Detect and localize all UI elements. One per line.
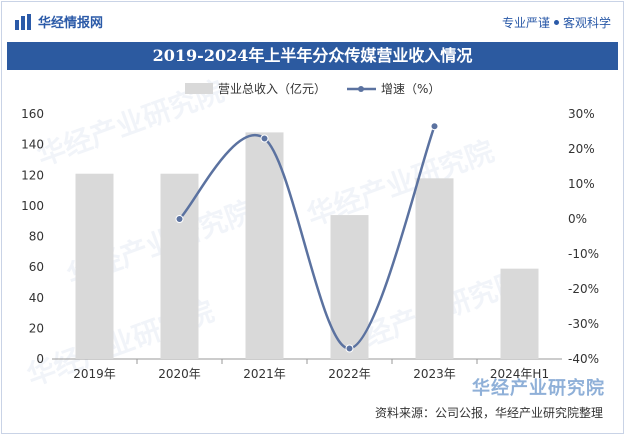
bars [75,132,539,359]
legend-line-label: 增速（%） [381,82,440,96]
source-note: 资料来源：公司公报，华经产业研究院整理 [374,406,603,420]
top-bar: 华经情报网 专业严谨 客观科学 [2,2,623,40]
slogan-dot-icon [553,20,559,25]
y-right-tick-label: -20% [568,282,599,296]
slogan-right: 客观科学 [562,16,611,30]
revenue-bar [415,178,454,359]
y-left-tick-label: 160 [21,107,44,121]
y-left-tick-label: 80 [29,230,44,244]
chart-title: 2019-2024年上半年分众传媒营业收入情况 [7,42,618,70]
growth-point [430,122,439,131]
y-left-tick-label: 120 [21,168,44,182]
x-tick-label: 2020年 [158,367,201,381]
brand: 华经情报网 [14,12,103,31]
x-tick-label: 2024年H1 [490,367,549,381]
y-left-tick-label: 100 [21,199,44,213]
growth-line [175,122,439,353]
revenue-bar [500,268,539,359]
growth-line-path [178,125,436,350]
slogan-left: 专业严谨 [501,16,550,30]
y-left-tick-label: 0 [36,352,44,366]
footer-logo: 华经产业研究院 [472,378,605,399]
slogan: 专业严谨 客观科学 [502,14,611,31]
y-right-tick-label: 0% [568,212,587,226]
revenue-bar [330,215,369,359]
y-right-tick-label: -10% [568,247,599,261]
axes: 2019年 2020年 2021年 2022年 2023年 2024年H1 0 20 40 60 8… [21,107,599,381]
revenue-bar [160,173,199,359]
y-left-tick-label: 60 [29,260,44,274]
x-tick-label: 2023年 [413,367,456,381]
y-right-tick-label: 30% [568,107,595,121]
legend-line-marker [358,86,364,92]
y-right-tick-label: 10% [568,177,595,191]
revenue-bar [75,173,114,359]
y-right-tick-label: 20% [568,142,595,156]
y-left-tick-label: 40 [29,291,44,305]
brand-logo-icon [15,13,31,30]
legend-bar-label: 营业总收入（亿元） [218,81,326,96]
brand-name: 华经情报网 [38,16,104,31]
legend-bar-swatch [185,83,213,94]
legend: 营业总收入（亿元） 增速（%） [185,81,440,96]
y-right-tick-label: -30% [568,317,599,331]
growth-point [175,215,184,223]
y-right-tick-label: -40% [568,352,599,366]
growth-point [260,134,269,143]
y-left-tick-label: 140 [21,138,44,152]
x-tick-label: 2021年 [243,367,286,381]
x-tick-label: 2022年 [328,367,371,381]
x-tick-label: 2019年 [73,367,116,381]
revenue-bar [245,132,284,359]
y-left-tick-label: 20 [29,321,44,335]
growth-point [345,344,354,353]
